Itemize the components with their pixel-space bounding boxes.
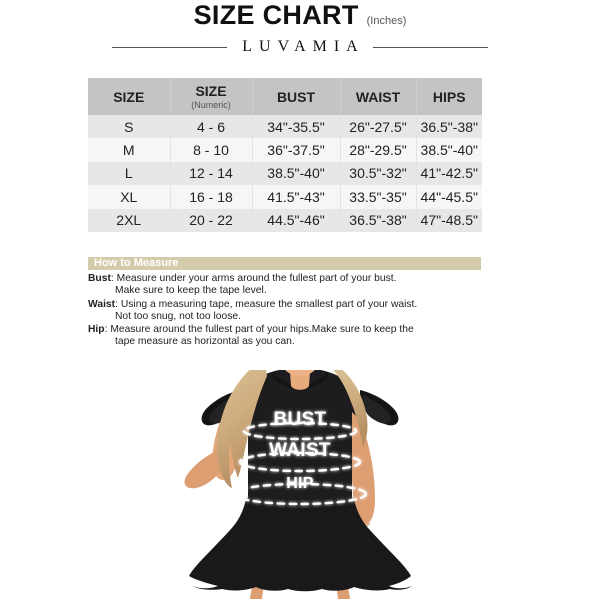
svg-text:HIP: HIP	[286, 475, 314, 492]
svg-text:BUST: BUST	[274, 409, 327, 430]
svg-text:WAIST: WAIST	[269, 440, 331, 461]
